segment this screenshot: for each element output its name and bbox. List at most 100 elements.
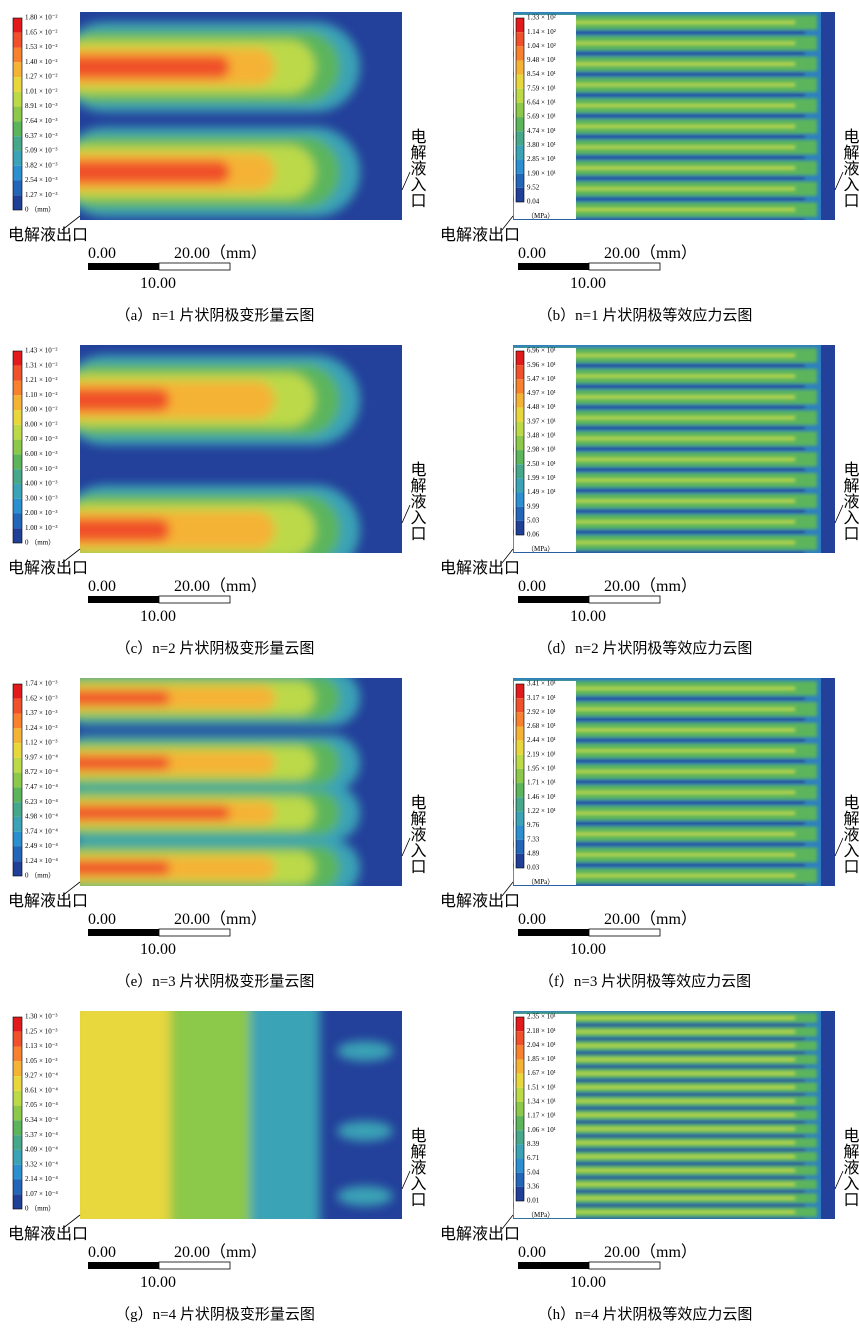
legend-swatch	[516, 825, 524, 840]
stress-band	[513, 364, 805, 368]
scale-bar-black	[518, 596, 589, 603]
legend-swatch	[13, 32, 22, 48]
legend-bg	[514, 15, 576, 219]
panel: 1.80 × 10⁻² 1.65 × 10⁻² 1.53 × 10⁻² 1.40 × …	[8, 12, 427, 324]
legend-label: 2.68 × 10¹	[527, 722, 556, 730]
legend-swatch	[13, 62, 22, 78]
legend-label: 1.65 × 10⁻²	[25, 28, 58, 36]
contours	[80, 355, 360, 553]
inlet-leader	[401, 171, 411, 191]
contour-plot	[80, 12, 402, 220]
legend-label: 3.36	[527, 1182, 540, 1190]
legend-label: 6.34 × 10⁻⁴	[25, 1116, 58, 1124]
legend-label: 7.00 × 10⁻³	[25, 435, 58, 443]
legend-label: 1.85 × 10¹	[527, 1055, 556, 1063]
legend-swatch	[13, 469, 22, 484]
legend-label: 8.91 × 10⁻³	[25, 102, 58, 110]
legend-frame	[515, 683, 525, 869]
scale-bar-white	[158, 595, 231, 604]
legend-label: 8.54 × 10¹	[527, 70, 556, 78]
legend-swatch	[13, 165, 22, 181]
legend-label: 0 （mm）	[25, 872, 55, 880]
stress-band	[533, 832, 795, 836]
legend-label: 8.00 × 10⁻²	[25, 420, 58, 428]
scale-mid: 10.00	[140, 608, 176, 625]
legend-label: 1.04 × 10²	[527, 42, 556, 50]
scale-bar-black	[88, 929, 159, 936]
legend-frame	[515, 350, 525, 536]
stress-band	[533, 1141, 795, 1145]
stress-band	[513, 738, 805, 742]
stress-band	[513, 1190, 805, 1194]
scale-mid: 10.00	[570, 1274, 606, 1291]
legend-swatch	[13, 1061, 22, 1077]
legend-label: 1.27 × 10⁻²	[25, 73, 58, 81]
legend-label: 9.27 × 10⁻⁴	[25, 1072, 58, 1080]
stress-band	[513, 1176, 805, 1180]
legend-bg	[514, 681, 576, 885]
legend-label: 0 （mm）	[25, 206, 55, 214]
legend-swatch	[516, 159, 524, 174]
inlet-leader	[401, 837, 411, 857]
legend-label: 5.96 × 10¹	[527, 361, 556, 369]
legend-swatch	[13, 816, 22, 832]
contour-plot	[80, 678, 402, 886]
scale-end: 20.00（mm）	[604, 1243, 697, 1261]
legend-label: 3.32 × 10⁻⁴	[25, 1160, 58, 1168]
legend-swatch	[516, 783, 524, 798]
caption: （d）n=2 片状阴极等效应力云图	[538, 639, 753, 657]
legend-label: 1.67 × 10¹	[527, 1069, 556, 1077]
stress-band	[513, 176, 805, 180]
stress-band	[513, 551, 805, 553]
legend-swatch	[516, 450, 524, 465]
outlet-leader	[61, 215, 81, 231]
outlet-leader	[61, 548, 81, 564]
legend-swatch	[516, 839, 524, 854]
legend-label: 1.22 × 10¹	[527, 807, 556, 815]
legend-swatch	[516, 698, 524, 713]
outlet-label: 电解液出口	[8, 226, 88, 244]
legend-swatch	[516, 173, 524, 188]
stress-band	[533, 1113, 795, 1117]
legend-swatch	[516, 520, 524, 535]
stress-band	[533, 1127, 795, 1131]
contour-band	[80, 55, 230, 79]
legend-swatch	[516, 797, 524, 812]
scale-bar-white	[588, 595, 661, 604]
outlet-label: 电解液出口	[440, 892, 520, 910]
legend-label: 1.95 × 10¹	[527, 765, 556, 773]
scale-mid: 10.00	[140, 1274, 176, 1291]
stress-band	[533, 478, 795, 482]
panel: 6.96 × 10¹ 5.96 × 10¹ 5.47 × 10¹ 4.97 × 10¹…	[440, 345, 859, 657]
legend-label: 1.13 × 10⁻³	[25, 1042, 58, 1050]
stress-band	[533, 62, 795, 66]
inlet-label: 电解液入口	[841, 1127, 859, 1207]
legend-swatch	[13, 424, 22, 440]
stress-band	[533, 1085, 795, 1089]
caption: （c）n=2 片状阴极变形量云图	[116, 640, 315, 657]
legend-label: 9.99	[527, 502, 540, 510]
legend-swatch	[13, 698, 22, 714]
panel: 3.41 × 10¹ 3.17 × 10¹ 2.92 × 10¹ 2.68 × 10¹…	[440, 678, 859, 990]
contour-plot	[80, 1011, 402, 1219]
stress-band	[533, 104, 795, 108]
outlet-label: 电解液出口	[440, 559, 520, 577]
legend-label: 3.74 × 10⁻⁴	[25, 827, 58, 835]
legend-label: 9.48 × 10¹	[527, 56, 556, 64]
legend-swatch	[13, 454, 22, 470]
legend-label: （MPa）	[527, 545, 554, 553]
stress-band	[513, 468, 805, 472]
legend-label: 1.33 × 10²	[527, 14, 556, 22]
legend-label: 1.71 × 10¹	[527, 779, 556, 787]
legend-swatch	[516, 435, 524, 451]
legend-label: 6.23 × 10⁻⁴	[25, 798, 58, 806]
stress-band	[513, 155, 805, 159]
scale-mid: 10.00	[140, 275, 176, 292]
stress-band	[533, 416, 795, 420]
stress-band	[533, 20, 795, 24]
legend-swatch	[13, 757, 22, 773]
stress-band	[513, 1120, 805, 1124]
legend-label: 1.10 × 10⁻²	[25, 391, 58, 399]
legend-label: 6.00 × 10⁻³	[25, 450, 58, 458]
legend-label: 4.74 × 10¹	[527, 127, 556, 135]
